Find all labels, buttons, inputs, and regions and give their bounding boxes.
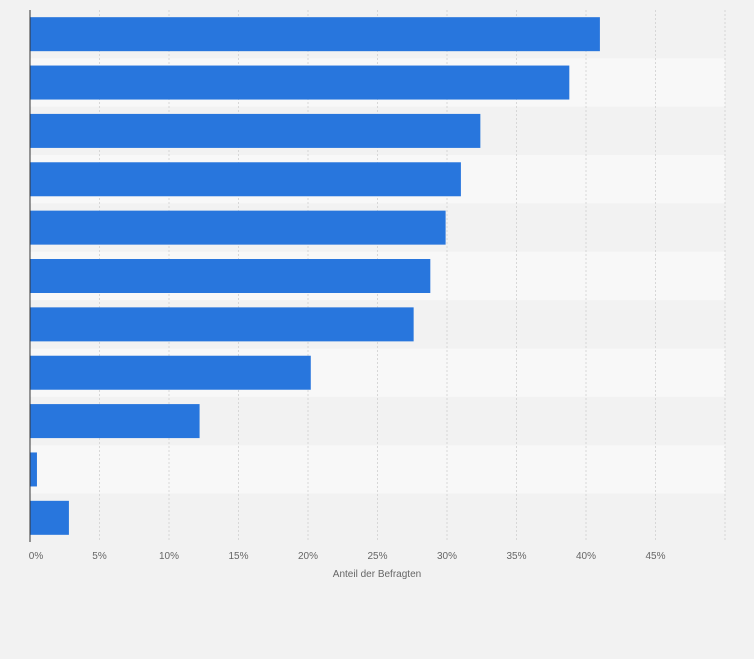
bar[interactable] (30, 404, 200, 439)
bar[interactable] (30, 113, 481, 148)
bar[interactable] (30, 210, 446, 245)
row-band (30, 493, 725, 542)
x-tick-label: 10% (159, 551, 179, 562)
x-tick-label: 30% (437, 551, 457, 562)
bar[interactable] (30, 307, 414, 342)
x-axis-title: Anteil der Befragten (333, 569, 421, 580)
bars (30, 17, 600, 535)
bar[interactable] (30, 162, 461, 197)
x-tick-labels: 0% 5% 10% 15% 20% 25% 30% 35% 40% 45% (29, 551, 666, 562)
x-tick-label: 20% (298, 551, 318, 562)
bar[interactable] (30, 355, 311, 390)
x-tick-label: 40% (576, 551, 596, 562)
bar[interactable] (30, 452, 37, 487)
x-tick-label: 45% (645, 551, 665, 562)
x-tick-label: 5% (92, 551, 107, 562)
bar[interactable] (30, 500, 69, 535)
x-tick-label: 35% (506, 551, 526, 562)
row-band (30, 445, 725, 494)
x-tick-label: 15% (228, 551, 248, 562)
bar[interactable] (30, 17, 600, 52)
bar[interactable] (30, 65, 570, 100)
bar[interactable] (30, 259, 431, 293)
x-tick-label: 0% (29, 551, 44, 562)
x-tick-label: 25% (367, 551, 387, 562)
